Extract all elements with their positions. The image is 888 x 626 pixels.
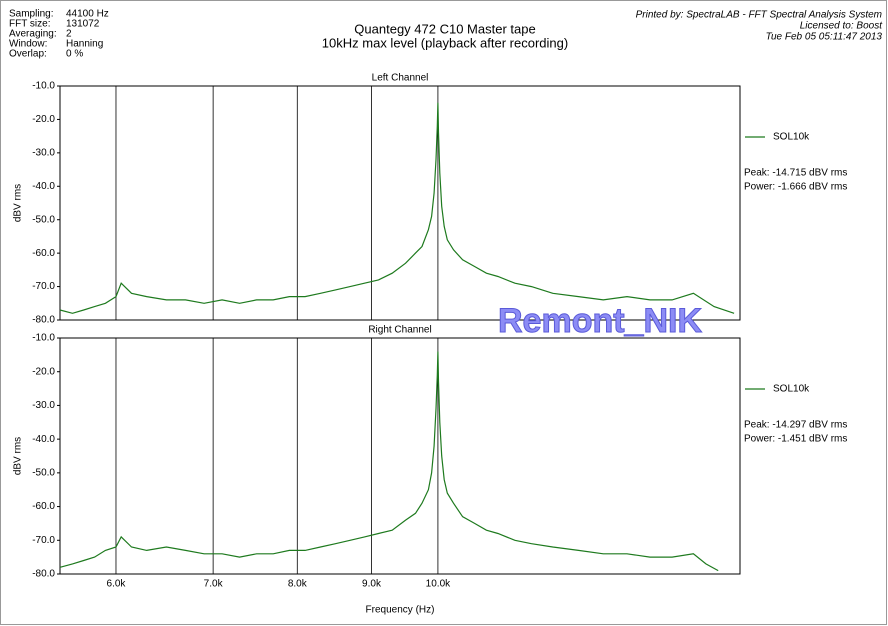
date: Tue Feb 05 05:11:47 2013 xyxy=(766,32,883,43)
y-axis-label: dBV rms xyxy=(13,437,24,475)
y-tick-label: -60.0 xyxy=(32,501,55,512)
y-tick-label: -30.0 xyxy=(32,400,55,411)
subtitle: 10kHz max level (playback after recordin… xyxy=(322,35,568,50)
info-value: 131072 xyxy=(66,19,100,30)
y-tick-label: -30.0 xyxy=(32,147,55,158)
info-label: Window: xyxy=(9,39,47,50)
y-tick-label: -10.0 xyxy=(32,81,55,92)
info-value: 2 xyxy=(66,29,72,40)
info-label: Overlap: xyxy=(9,49,47,60)
annotation: Power: -1.451 dBV rms xyxy=(744,434,847,445)
annotation: Peak: -14.297 dBV rms xyxy=(744,420,847,431)
y-axis-label: dBV rms xyxy=(13,184,24,222)
x-tick-label: 10.0k xyxy=(426,579,451,590)
x-tick-label: 7.0k xyxy=(204,579,224,590)
spectrum-line xyxy=(59,351,719,572)
y-tick-label: -40.0 xyxy=(32,434,55,445)
x-tick-label: 6.0k xyxy=(107,579,127,590)
info-label: FFT size: xyxy=(9,19,50,30)
printed-by: Printed by: SpectraLAB - FFT Spectral An… xyxy=(636,10,882,21)
y-tick-label: -20.0 xyxy=(32,366,55,377)
legend-label: SOL10k xyxy=(773,384,810,395)
plot-area xyxy=(59,85,741,321)
info-label: Sampling: xyxy=(9,9,53,20)
y-tick-label: -50.0 xyxy=(32,467,55,478)
channel-title: Right Channel xyxy=(368,325,431,336)
annotation: Peak: -14.715 dBV rms xyxy=(744,168,847,179)
annotation: Power: -1.666 dBV rms xyxy=(744,182,847,193)
y-tick-label: -50.0 xyxy=(32,214,55,225)
y-tick-label: -10.0 xyxy=(32,333,55,344)
y-tick-label: -80.0 xyxy=(32,569,55,580)
x-tick-label: 8.0k xyxy=(288,579,308,590)
x-axis-label: Frequency (Hz) xyxy=(366,605,435,616)
y-tick-label: -60.0 xyxy=(32,248,55,259)
y-tick-label: -20.0 xyxy=(32,114,55,125)
y-tick-label: -40.0 xyxy=(32,181,55,192)
y-tick-label: -70.0 xyxy=(32,535,55,546)
watermark: Remont_NIK xyxy=(498,302,702,340)
title: Quantegy 472 C10 Master tape xyxy=(354,21,535,36)
spectrum-line xyxy=(59,102,735,314)
y-tick-label: -70.0 xyxy=(32,281,55,292)
y-tick-label: -80.0 xyxy=(32,315,55,326)
x-tick-label: 9.0k xyxy=(362,579,382,590)
info-value: Hanning xyxy=(66,39,103,50)
info-value: 44100 Hz xyxy=(66,9,109,20)
plot-area xyxy=(59,337,741,575)
license: Licensed to: Boost xyxy=(800,21,883,32)
info-value: 0 % xyxy=(66,49,83,60)
channel-title: Left Channel xyxy=(372,73,429,84)
legend-label: SOL10k xyxy=(773,132,810,143)
info-label: Averaging: xyxy=(9,29,57,40)
